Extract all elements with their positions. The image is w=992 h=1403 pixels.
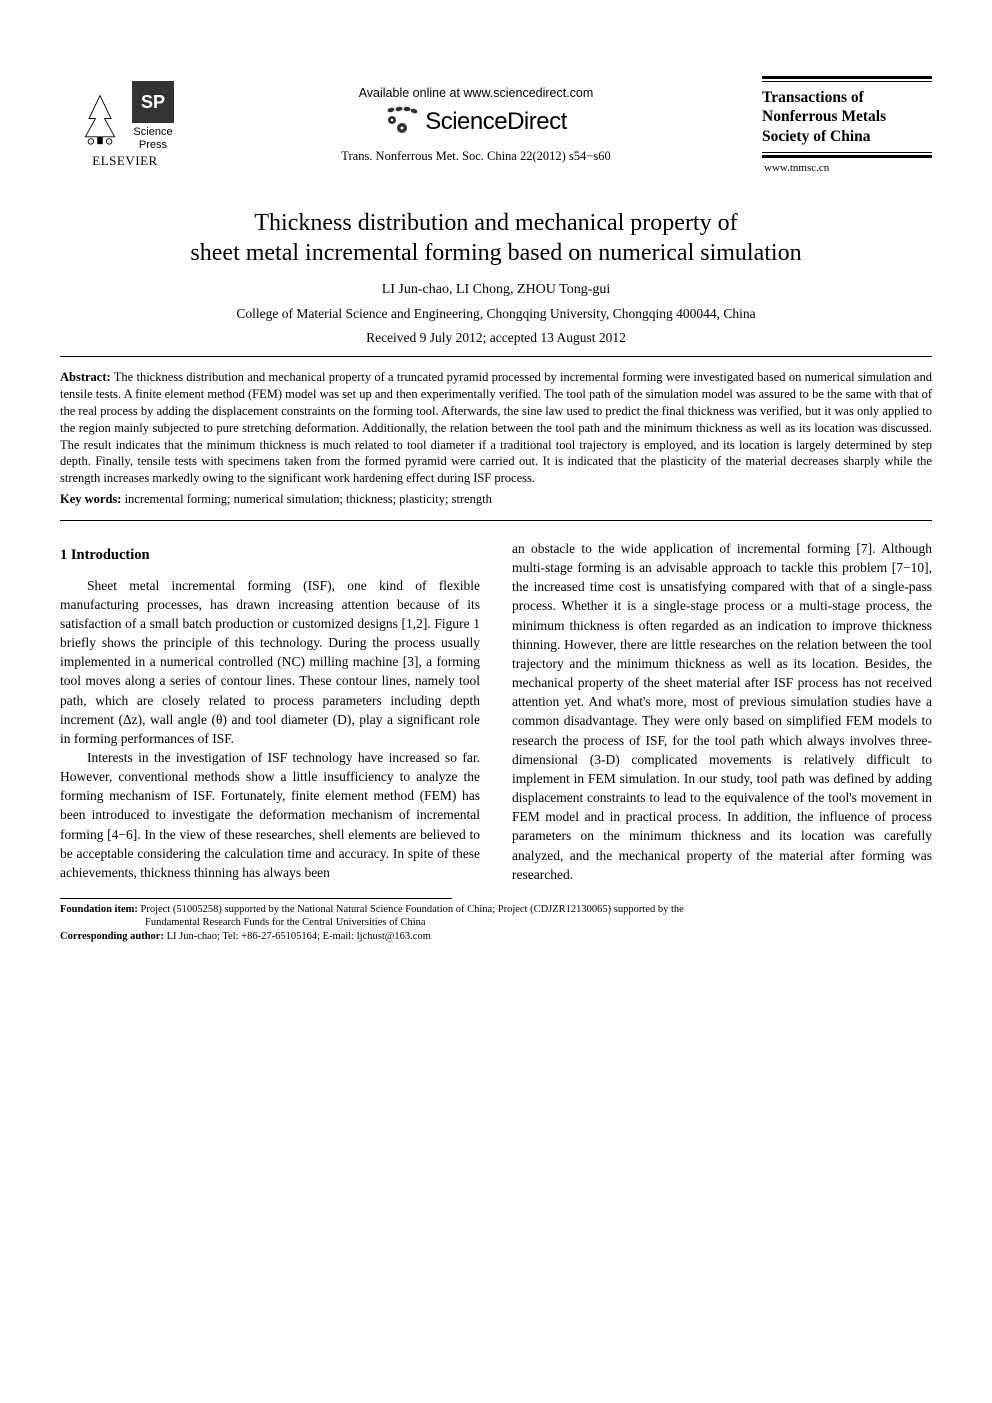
foundation-text-l1: Project (51005258) supported by the Nati… — [141, 904, 684, 915]
journal-title-line3: Society of China — [762, 127, 932, 146]
keywords-line: Key words: incremental forming; numerica… — [60, 491, 932, 508]
journal-title-line2: Nonferrous Metals — [762, 107, 932, 126]
journal-url: www.tnmsc.cn — [762, 162, 932, 174]
available-online-text: Available online at www.sciencedirect.co… — [210, 86, 742, 100]
affiliation-line: College of Material Science and Engineer… — [60, 306, 932, 322]
sciencedirect-text: ScienceDirect — [425, 108, 567, 136]
journal-title-line1: Transactions of — [762, 88, 932, 107]
elsevier-tree-icon — [70, 91, 130, 151]
authors-line: LI Jun-chao, LI Chong, ZHOU Tong-gui — [60, 282, 932, 298]
science-press-logo-block: Science Press — [126, 81, 181, 150]
journal-citation: Trans. Nonferrous Met. Soc. China 22(201… — [210, 149, 742, 164]
keywords-label: Key words: — [60, 492, 121, 506]
section-1-heading: 1 Introduction — [60, 545, 480, 566]
center-header-block: Available online at www.sciencedirect.co… — [210, 86, 742, 164]
foundation-label: Foundation item: — [60, 904, 138, 915]
paper-title: Thickness distribution and mechanical pr… — [60, 208, 932, 268]
footnote-rule — [60, 898, 452, 899]
corresponding-text: LI Jun-chao; Tel: +86-27-65105164; E-mai… — [167, 931, 431, 942]
sciencedirect-icon — [385, 104, 419, 139]
paper-title-line1: Thickness distribution and mechanical pr… — [60, 208, 932, 238]
abstract-label: Abstract: — [60, 370, 111, 384]
section-1-para-1: Sheet metal incremental forming (ISF), o… — [60, 576, 480, 748]
body-columns: 1 Introduction Sheet metal incremental f… — [60, 539, 932, 884]
foundation-text-line2: Fundamental Research Funds for the Centr… — [60, 916, 932, 930]
rule-below-abstract — [60, 520, 932, 521]
right-column: an obstacle to the wide application of i… — [512, 539, 932, 884]
footnotes-block: Foundation item: Project (51005258) supp… — [60, 903, 932, 944]
keywords-text: incremental forming; numerical simulatio… — [125, 492, 492, 506]
abstract-text: The thickness distribution and mechanica… — [60, 370, 932, 485]
sp-square-icon — [132, 81, 174, 123]
section-1-para-2: Interests in the investigation of ISF te… — [60, 748, 480, 882]
sciencedirect-logo: ScienceDirect — [210, 104, 742, 139]
received-line: Received 9 July 2012; accepted 13 August… — [60, 330, 932, 346]
rule-above-abstract — [60, 356, 932, 357]
left-column: 1 Introduction Sheet metal incremental f… — [60, 539, 480, 884]
section-1-para-3: an obstacle to the wide application of i… — [512, 539, 932, 884]
abstract-block: Abstract: The thickness distribution and… — [60, 369, 932, 508]
header-row: Science Press ELSEVIER Available online … — [60, 60, 932, 190]
elsevier-label: ELSEVIER — [92, 153, 157, 169]
elsevier-logo-block: Science Press ELSEVIER — [60, 60, 190, 190]
sp-text-press: Press — [133, 139, 172, 151]
sp-text-science: Science — [133, 126, 172, 138]
journal-title-block: Transactions of Nonferrous Metals Societ… — [762, 76, 932, 174]
corresponding-label: Corresponding author: — [60, 931, 164, 942]
paper-title-line2: sheet metal incremental forming based on… — [60, 238, 932, 268]
